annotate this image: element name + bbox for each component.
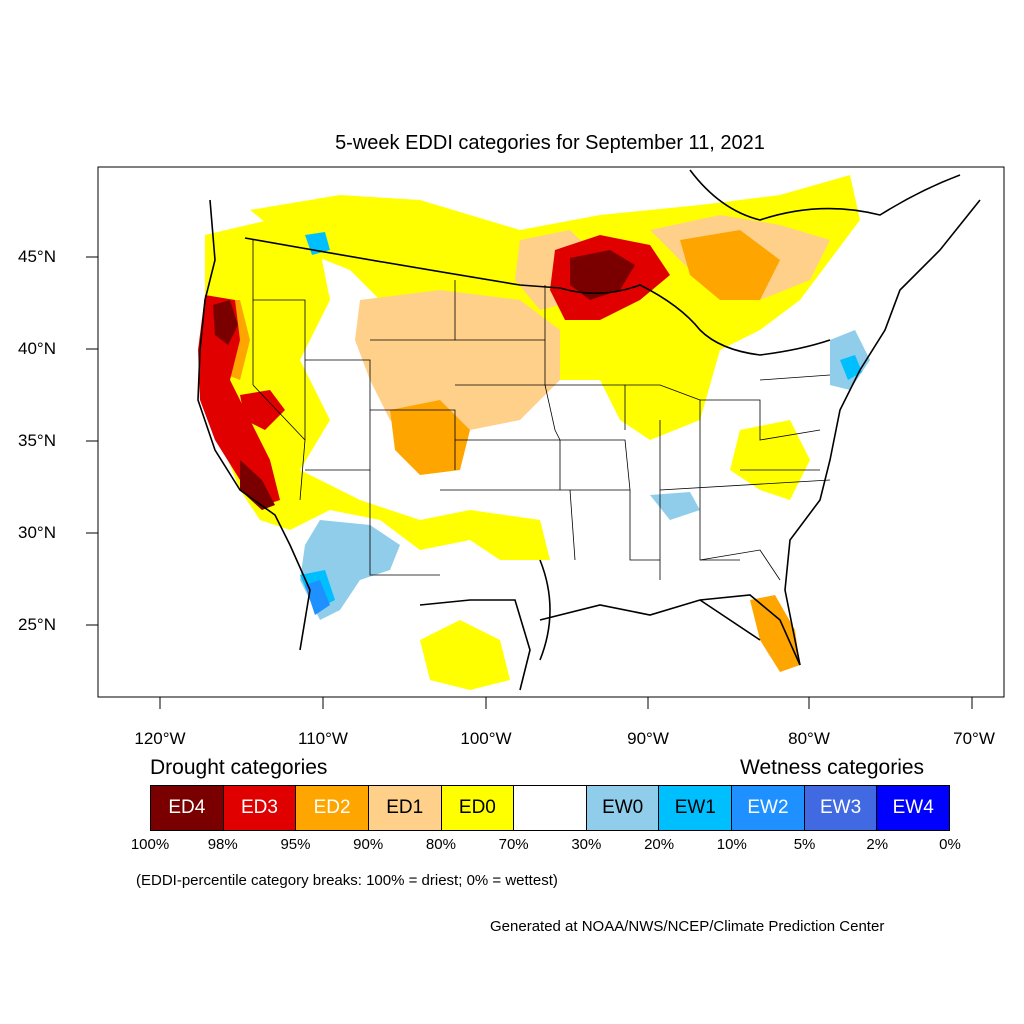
legend-box-ed3: ED3 (223, 786, 297, 830)
great-lakes-outline (559, 284, 831, 356)
lat-label-40: 40°N (18, 339, 56, 358)
lon-label-100w: 100°W (460, 729, 512, 748)
ed4-region-california (240, 460, 275, 510)
ed2-region-ontario (680, 230, 780, 300)
category-breaks-note: (EDDI-percentile category breaks: 100% =… (136, 872, 558, 889)
percent-break-label: 80% (425, 836, 456, 853)
us-canada-border (244, 237, 561, 289)
percent-break-label: 10% (716, 836, 747, 853)
lon-label-110w: 110°W (298, 729, 348, 748)
ed4-region-oregon (213, 300, 238, 345)
legend-box-ew0: EW0 (586, 786, 660, 830)
east-coast (784, 199, 981, 666)
percent-break-label: 100% (130, 836, 170, 853)
lat-label-35: 35°N (18, 431, 56, 450)
west-coast (197, 199, 311, 651)
ed4-region-superior (570, 250, 635, 300)
legend-box-ed2: ED2 (296, 786, 369, 830)
percent-break-label: 5% (793, 836, 816, 853)
coastline-and-borders (197, 169, 981, 691)
lat-label-45: 45°N (18, 247, 56, 266)
lon-label-80w: 80°W (788, 729, 830, 748)
canada-north-coast (689, 169, 961, 221)
ew1-region-newengland (840, 355, 862, 380)
axis-ticks (86, 256, 973, 709)
percent-break-label: 70% (498, 836, 529, 853)
ed0-region-north (250, 175, 860, 440)
drought-categories-heading: Drought categories (150, 756, 328, 779)
lon-label-90w: 90°W (627, 729, 669, 748)
legend-box-ew4: EW4 (877, 786, 950, 830)
wetness-categories-heading: Wetness categories (740, 756, 925, 779)
map-title: 5-week EDDI categories for September 11,… (335, 132, 765, 154)
legend-box-ew2: EW2 (732, 786, 805, 830)
percent-break-label: 0% (939, 836, 961, 853)
legend-box-neutral (514, 786, 587, 830)
lat-label-30: 30°N (18, 523, 56, 542)
category-legend: ED4 ED3 ED2 ED1 ED0 EW0 EW1 EW2 EW3 EW4 (150, 785, 950, 831)
legend-box-ed4: ED4 (151, 786, 224, 830)
map-frame (97, 166, 1005, 698)
legend-box-ed0: ED0 (441, 786, 515, 830)
ew0-region-mid-south (650, 492, 700, 520)
lat-label-25: 25°N (18, 615, 56, 634)
ew2-region-sonora (305, 580, 330, 615)
ed0-region-south (420, 620, 510, 690)
category-fill-layer (198, 175, 870, 690)
legend-box-ew3: EW3 (804, 786, 878, 830)
percent-break-label: 90% (353, 836, 384, 853)
lon-label-120w: 120°W (134, 729, 186, 748)
state-borders (252, 240, 831, 581)
percent-break-label: 98% (207, 836, 238, 853)
percent-break-label: 30% (571, 836, 602, 853)
ed3-region-nevada (240, 390, 285, 430)
ed2-region-colorado (390, 400, 470, 475)
percent-break-label: 2% (866, 836, 889, 853)
ed3-region-west-coast (198, 295, 280, 505)
percent-break-label: 20% (644, 836, 675, 853)
legend-box-ew1: EW1 (659, 786, 733, 830)
ed2-region-florida (750, 595, 800, 672)
legend-box-ed1: ED1 (368, 786, 442, 830)
lon-label-70w: 70°W (953, 729, 995, 748)
mexico-coast (539, 559, 761, 661)
ed0-region-southeast (730, 420, 810, 500)
credit-line: Generated at NOAA/NWS/NCEP/Climate Predi… (490, 918, 885, 935)
percent-break-label: 95% (280, 836, 311, 853)
ed0-region-west (200, 215, 550, 560)
